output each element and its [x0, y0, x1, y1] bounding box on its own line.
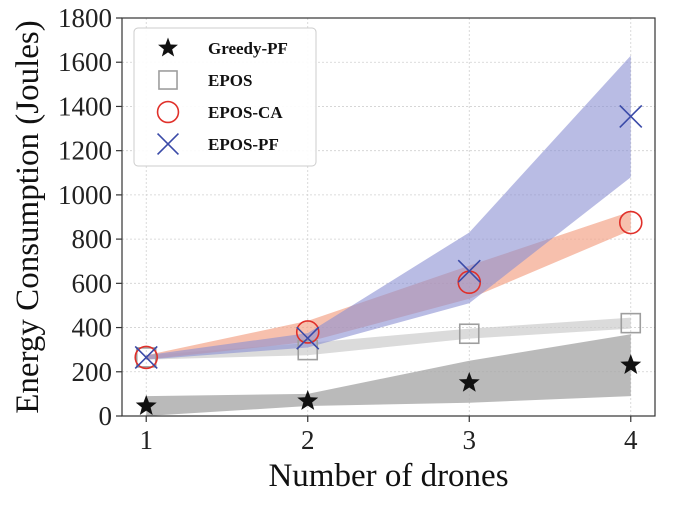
point-greedy-pf-4 — [620, 354, 642, 375]
legend-label-greedy-pf: Greedy-PF — [208, 39, 288, 58]
point-greedy-pf-2 — [297, 389, 319, 410]
point-epos-ca-4 — [618, 210, 643, 235]
x-tick-label: 4 — [624, 425, 638, 455]
legend-marker-greedy-pf — [158, 37, 178, 57]
legend: Greedy-PF EPOS EPOS-CA EPOS-PF — [133, 27, 317, 167]
y-tick-label: 800 — [72, 224, 113, 254]
band-greedy-pf — [146, 334, 631, 416]
x-axis-label: Number of drones — [268, 458, 508, 494]
point-epos-pf-1 — [134, 345, 158, 369]
y-tick-label: 1000 — [58, 180, 112, 210]
y-axis-label: Energy Consumption (Joules) — [10, 20, 46, 414]
point-epos-3 — [458, 323, 480, 345]
x-tick-label: 3 — [463, 425, 477, 455]
point-epos-1 — [135, 347, 157, 368]
band-epos-pf — [146, 55, 631, 360]
legend-label-epos-pf: EPOS-PF — [208, 135, 279, 154]
y-tick-label: 1800 — [58, 3, 112, 33]
plot-frame — [121, 17, 656, 417]
confidence-bands — [146, 55, 631, 416]
y-tick-label: 600 — [72, 268, 113, 298]
y-tick-label: 400 — [72, 313, 113, 343]
point-epos-ca-1 — [134, 345, 159, 370]
point-greedy-pf-1 — [135, 395, 157, 415]
legend-marker-epos — [158, 70, 178, 90]
legend-marker-epos-pf — [156, 132, 180, 156]
legend-box — [133, 27, 317, 167]
y-tick-label: 200 — [72, 357, 113, 387]
legend-label-epos: EPOS — [208, 71, 252, 90]
axis-ticks: 0 200 400 600 800 1000 1200 1400 1600 1800 1 2 3 4 — [58, 3, 638, 455]
point-epos-4 — [620, 312, 642, 334]
point-epos-2 — [297, 339, 319, 361]
y-tick-label: 0 — [99, 401, 113, 431]
point-epos-pf-3 — [457, 259, 481, 283]
legend-label-epos-ca: EPOS-CA — [208, 103, 283, 122]
point-epos-pf-2 — [296, 326, 320, 350]
data-markers — [134, 104, 643, 415]
y-tick-label: 1400 — [58, 91, 112, 121]
x-tick-label: 2 — [301, 425, 315, 455]
x-tick-label: 1 — [139, 425, 153, 455]
point-epos-ca-2 — [295, 320, 320, 344]
point-epos-pf-4 — [619, 104, 643, 128]
y-tick-label: 1200 — [58, 136, 112, 166]
point-greedy-pf-3 — [458, 371, 480, 392]
legend-marker-epos-ca — [156, 100, 180, 124]
y-tick-label: 1600 — [58, 47, 112, 77]
